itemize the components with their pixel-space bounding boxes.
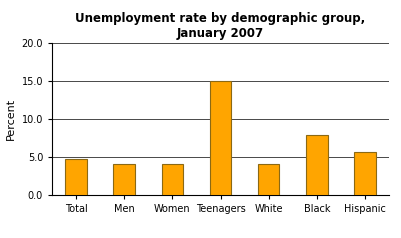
Bar — [113, 164, 135, 195]
Bar — [354, 152, 376, 195]
Bar — [306, 135, 328, 195]
Title: Unemployment rate by demographic group,
January 2007: Unemployment rate by demographic group, … — [75, 12, 366, 40]
Bar — [258, 164, 279, 195]
Bar — [162, 164, 183, 195]
Bar — [65, 159, 87, 195]
Y-axis label: Percent: Percent — [6, 98, 16, 140]
Bar — [210, 81, 231, 195]
